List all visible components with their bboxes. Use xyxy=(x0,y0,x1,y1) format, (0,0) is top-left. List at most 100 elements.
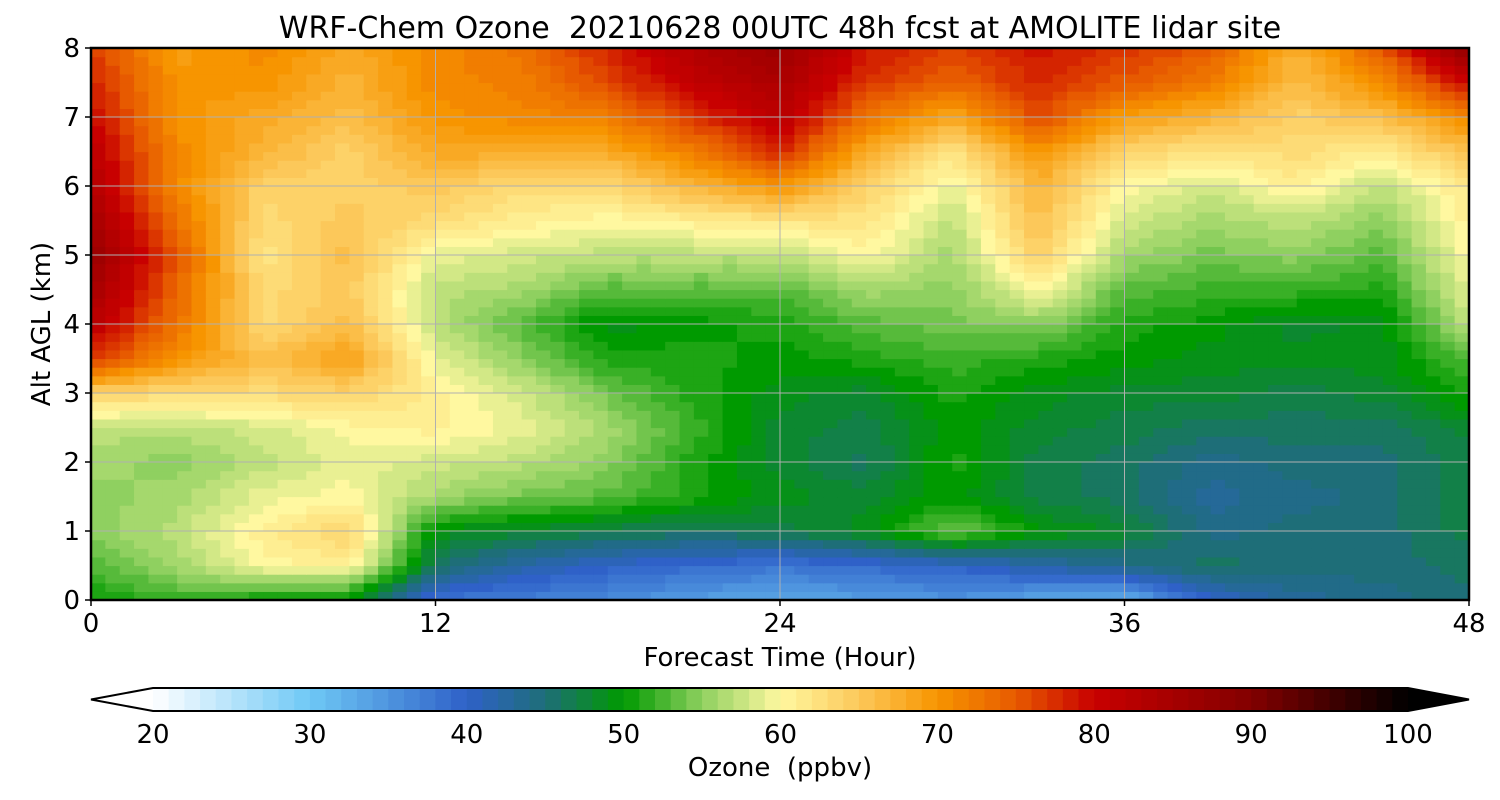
heatmap-cell xyxy=(1224,280,1240,291)
heatmap-cell xyxy=(894,505,910,515)
heatmap-cell xyxy=(1454,539,1469,549)
heatmap-cell xyxy=(1253,255,1269,265)
heatmap-cell xyxy=(550,160,566,170)
heatmap-cell xyxy=(708,289,724,299)
heatmap-cell xyxy=(1181,565,1197,575)
heatmap-cell xyxy=(1110,229,1126,239)
heatmap-cell xyxy=(449,522,465,532)
heatmap-cell xyxy=(665,462,681,472)
heatmap-cell xyxy=(1124,479,1140,489)
heatmap-cell xyxy=(277,315,293,325)
heatmap-cell xyxy=(335,160,350,170)
heatmap-cell xyxy=(234,194,250,204)
heatmap-cell xyxy=(1382,237,1398,247)
heatmap-cell xyxy=(263,220,279,230)
heatmap-cell xyxy=(564,280,580,291)
heatmap-cell xyxy=(1425,349,1441,360)
heatmap-cell xyxy=(1253,177,1269,187)
heatmap-cell xyxy=(1138,324,1154,334)
heatmap-cell xyxy=(291,358,307,368)
heatmap-cell xyxy=(1282,393,1298,403)
heatmap-cell xyxy=(535,289,551,299)
heatmap-cell xyxy=(880,479,896,489)
heatmap-cell xyxy=(866,341,882,351)
heatmap-cell xyxy=(148,306,164,316)
heatmap-cell xyxy=(1268,513,1283,523)
heatmap-cell xyxy=(134,168,150,178)
heatmap-cell xyxy=(1095,272,1111,282)
heatmap-cell xyxy=(1325,513,1341,523)
heatmap-cell xyxy=(823,306,839,316)
heatmap-cell xyxy=(851,272,867,282)
heatmap-cell xyxy=(665,418,681,429)
heatmap-cell xyxy=(134,548,150,558)
heatmap-cell xyxy=(162,393,178,403)
heatmap-cell xyxy=(1397,375,1413,385)
heatmap-cell xyxy=(564,237,580,247)
heatmap-cell xyxy=(148,151,164,161)
heatmap-cell xyxy=(1382,358,1398,368)
heatmap-cell xyxy=(722,444,738,454)
heatmap-cell xyxy=(765,367,781,377)
heatmap-cell xyxy=(550,470,566,480)
heatmap-cell xyxy=(837,289,853,299)
heatmap-cell xyxy=(205,280,221,291)
heatmap-cell xyxy=(535,306,551,316)
heatmap-cell xyxy=(751,531,767,541)
heatmap-cell xyxy=(579,151,594,161)
heatmap-cell xyxy=(579,168,594,178)
heatmap-cell xyxy=(708,565,724,575)
heatmap-cell xyxy=(248,444,264,454)
heatmap-cell xyxy=(579,332,594,342)
heatmap-cell xyxy=(521,186,537,196)
heatmap-cell xyxy=(1167,298,1183,308)
heatmap-cell xyxy=(650,263,666,273)
heatmap-cell xyxy=(148,470,164,480)
heatmap-cell xyxy=(866,151,882,161)
heatmap-cell xyxy=(1138,349,1154,360)
heatmap-cell xyxy=(1296,462,1312,472)
heatmap-cell xyxy=(1382,393,1398,403)
heatmap-cell xyxy=(1296,194,1312,204)
heatmap-cell xyxy=(349,531,365,541)
heatmap-cell xyxy=(320,289,336,299)
heatmap-cell xyxy=(1009,418,1025,429)
heatmap-cell xyxy=(119,289,135,299)
heatmap-cell xyxy=(923,324,939,334)
heatmap-cell xyxy=(751,444,767,454)
heatmap-cell xyxy=(564,298,580,308)
heatmap-cell xyxy=(851,306,867,316)
heatmap-cell xyxy=(1397,211,1413,222)
heatmap-cell xyxy=(378,306,394,316)
heatmap-cell xyxy=(406,531,422,541)
heatmap-cell xyxy=(507,358,523,368)
heatmap-cell xyxy=(665,289,681,299)
heatmap-cell xyxy=(406,418,422,429)
heatmap-cell xyxy=(1382,332,1398,342)
heatmap-cell xyxy=(1397,160,1413,170)
heatmap-cell xyxy=(248,522,264,532)
heatmap-cell xyxy=(937,289,953,299)
heatmap-cell xyxy=(1110,220,1126,230)
heatmap-cell xyxy=(708,151,724,161)
heatmap-cell xyxy=(593,565,609,575)
heatmap-cell xyxy=(823,341,839,351)
heatmap-cell xyxy=(722,306,738,316)
heatmap-cell xyxy=(1253,522,1269,532)
heatmap-cell xyxy=(291,341,307,351)
heatmap-cell xyxy=(248,548,264,558)
heatmap-cell xyxy=(722,505,738,515)
heatmap-cell xyxy=(507,375,523,385)
heatmap-cell xyxy=(1440,186,1456,196)
heatmap-cell xyxy=(1325,255,1341,265)
heatmap-cell xyxy=(378,280,394,291)
heatmap-cell xyxy=(1253,427,1269,437)
heatmap-cell xyxy=(1110,358,1126,368)
heatmap-cell xyxy=(492,246,508,256)
heatmap-cell xyxy=(880,367,896,377)
heatmap-cell xyxy=(492,436,508,446)
heatmap-cell xyxy=(521,255,537,265)
heatmap-cell xyxy=(1067,487,1083,498)
heatmap-cell xyxy=(349,358,365,368)
heatmap-cell xyxy=(693,315,709,325)
